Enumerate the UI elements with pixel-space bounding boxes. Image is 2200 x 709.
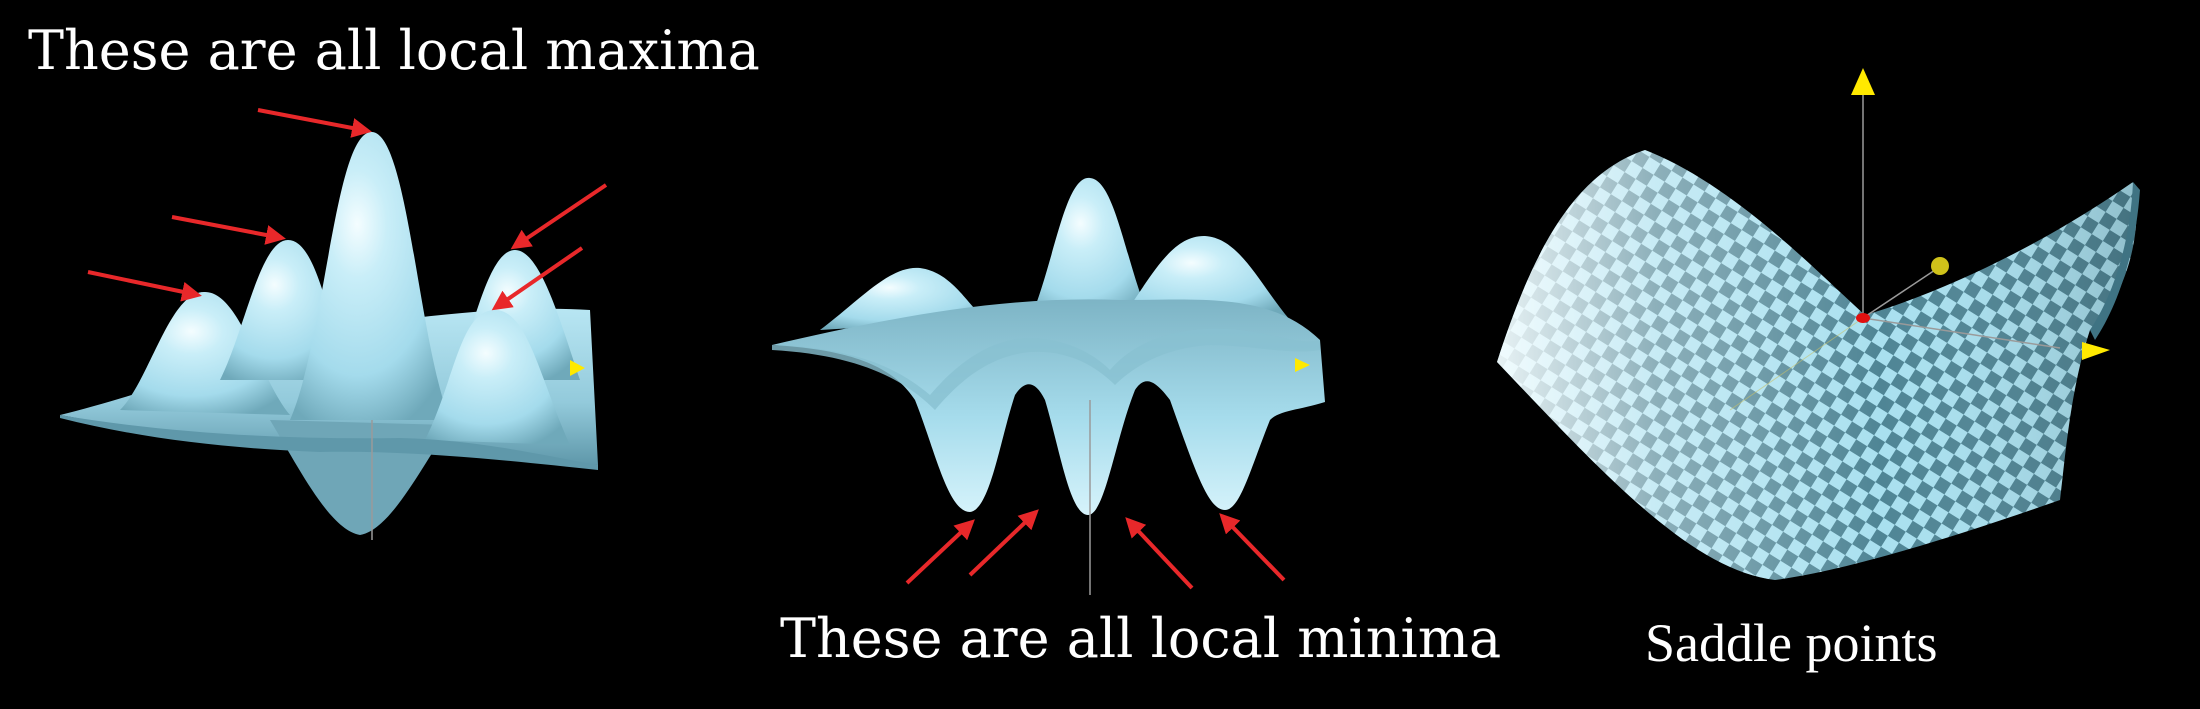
saddle-axis-y-marker xyxy=(1931,257,1949,275)
minima-arrow-4 xyxy=(1219,513,1286,582)
minima-back-bump-right xyxy=(1120,235,1290,320)
maxima-surface xyxy=(60,131,598,540)
minima-arrow-2 xyxy=(968,509,1039,577)
maxima-peak-tall xyxy=(290,131,450,420)
minima-back-bump-tall xyxy=(1030,177,1150,320)
maxima-peak-front-right xyxy=(425,310,570,445)
minima-arrow-3 xyxy=(1125,517,1194,590)
minima-valley-sheet xyxy=(772,299,1325,515)
maxima-dip xyxy=(270,420,450,535)
minima-caption: These are all local minima xyxy=(780,607,1502,670)
minima-front-ridge xyxy=(772,328,1320,410)
saddle-shading xyxy=(1497,150,2137,580)
maxima-arrows xyxy=(87,108,608,311)
minima-arrows xyxy=(905,509,1286,590)
minima-arrow-1 xyxy=(905,519,975,585)
maxima-arrow-2 xyxy=(171,215,286,245)
maxima-peak-left xyxy=(120,291,290,415)
maxima-arrow-4 xyxy=(510,183,608,250)
maxima-arrow-1 xyxy=(87,270,202,302)
minima-surface xyxy=(772,177,1325,595)
saddle-axis-y xyxy=(1862,269,1936,319)
maxima-front-edge xyxy=(60,415,598,470)
saddle-axis-diag xyxy=(1729,317,1864,411)
saddle-origin-marker xyxy=(1856,313,1870,323)
saddle-caption: Saddle points xyxy=(1645,613,1938,673)
minima-axis-marker xyxy=(1295,358,1310,372)
saddle-right-edge xyxy=(2090,182,2140,340)
saddle-axis-x xyxy=(1862,317,2061,349)
saddle-surface xyxy=(1497,68,2140,580)
saddle-axis-x-arrow xyxy=(2082,342,2110,360)
maxima-arrow-3 xyxy=(257,108,372,138)
maxima-axis-marker xyxy=(570,360,585,376)
maxima-arrow-5 xyxy=(491,246,584,311)
maxima-caption: These are all local maxima xyxy=(28,19,760,82)
saddle-axis-z-arrow xyxy=(1851,68,1875,95)
